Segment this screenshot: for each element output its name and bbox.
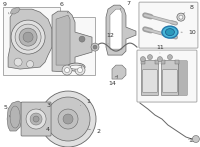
- Text: 13: 13: [188, 138, 196, 143]
- Circle shape: [63, 114, 73, 124]
- Circle shape: [192, 136, 199, 142]
- Text: 14: 14: [108, 76, 118, 86]
- Circle shape: [30, 113, 42, 125]
- Text: 1: 1: [80, 99, 90, 106]
- Circle shape: [75, 65, 85, 75]
- Bar: [175, 60, 179, 64]
- Circle shape: [14, 58, 22, 66]
- Polygon shape: [56, 15, 70, 65]
- Circle shape: [27, 61, 34, 68]
- Circle shape: [58, 109, 78, 129]
- Text: 8: 8: [183, 5, 194, 14]
- Circle shape: [62, 65, 72, 75]
- Circle shape: [11, 20, 45, 54]
- Text: 11: 11: [156, 45, 164, 53]
- Circle shape: [46, 97, 90, 141]
- FancyBboxPatch shape: [137, 50, 197, 102]
- Circle shape: [33, 116, 39, 122]
- Text: 5: 5: [3, 105, 10, 117]
- Polygon shape: [10, 7, 20, 14]
- Text: 10: 10: [181, 30, 196, 35]
- FancyBboxPatch shape: [163, 70, 177, 92]
- FancyBboxPatch shape: [141, 61, 158, 96]
- Circle shape: [40, 91, 96, 147]
- Text: 12: 12: [106, 33, 114, 44]
- Ellipse shape: [67, 63, 85, 71]
- Bar: [161, 60, 165, 64]
- Bar: [141, 60, 145, 64]
- Circle shape: [19, 28, 37, 46]
- Circle shape: [147, 55, 152, 60]
- Polygon shape: [8, 9, 52, 69]
- Text: 4: 4: [39, 126, 50, 132]
- Circle shape: [93, 45, 97, 49]
- Circle shape: [26, 109, 46, 129]
- FancyBboxPatch shape: [179, 61, 187, 95]
- Text: 3: 3: [39, 103, 50, 110]
- Text: 9: 9: [3, 2, 9, 14]
- Ellipse shape: [70, 65, 82, 69]
- Circle shape: [167, 55, 172, 60]
- Polygon shape: [52, 11, 92, 72]
- Circle shape: [78, 68, 83, 73]
- Polygon shape: [112, 65, 126, 79]
- Text: 7: 7: [120, 1, 130, 9]
- Circle shape: [140, 57, 145, 62]
- Polygon shape: [3, 7, 95, 75]
- Text: 2: 2: [88, 129, 100, 134]
- Circle shape: [179, 15, 183, 19]
- Circle shape: [91, 43, 99, 51]
- FancyBboxPatch shape: [139, 2, 198, 48]
- Polygon shape: [106, 5, 136, 55]
- FancyBboxPatch shape: [143, 70, 157, 92]
- FancyBboxPatch shape: [21, 102, 51, 136]
- Circle shape: [157, 57, 162, 62]
- Circle shape: [177, 13, 185, 21]
- Bar: [155, 60, 159, 64]
- Circle shape: [23, 32, 33, 42]
- Ellipse shape: [165, 29, 174, 36]
- Circle shape: [15, 24, 41, 50]
- Circle shape: [79, 36, 85, 42]
- Polygon shape: [110, 9, 122, 49]
- Text: 6: 6: [60, 2, 68, 13]
- Ellipse shape: [162, 26, 178, 38]
- FancyBboxPatch shape: [161, 61, 178, 96]
- Circle shape: [65, 68, 70, 73]
- Polygon shape: [7, 101, 24, 131]
